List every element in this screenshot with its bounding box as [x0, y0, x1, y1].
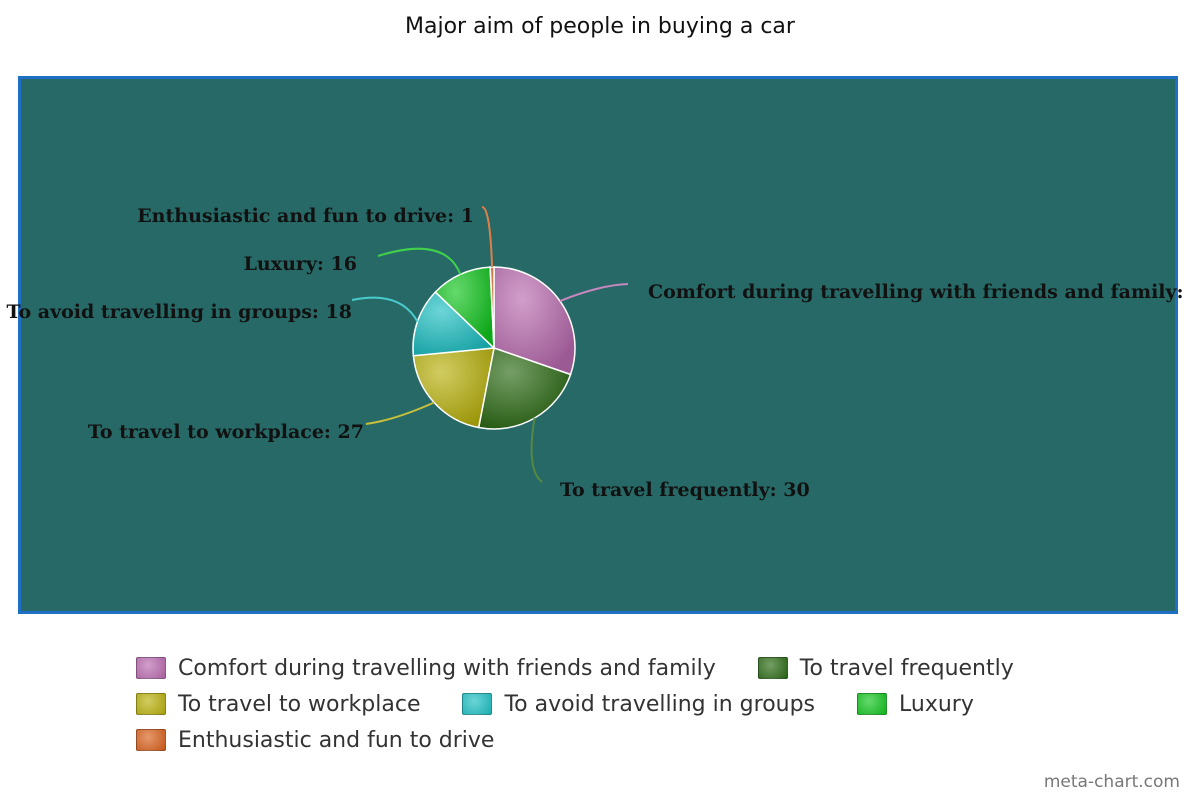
legend: Comfort during travelling with friends a…	[136, 650, 1096, 758]
legend-swatch	[136, 729, 166, 751]
legend-swatch	[757, 657, 788, 679]
legend-row: Comfort during travelling with friends a…	[136, 650, 1096, 686]
legend-swatch	[136, 693, 166, 715]
legend-label: Comfort during travelling with friends a…	[178, 655, 716, 681]
legend-item-comfort[interactable]: Comfort during travelling with friends a…	[136, 656, 716, 681]
legend-item-enthusiastic[interactable]: Enthusiastic and fun to drive	[136, 728, 494, 753]
legend-label: To travel frequently	[799, 655, 1014, 681]
legend-swatch	[857, 693, 888, 715]
legend-row: Enthusiastic and fun to drive	[136, 722, 1096, 758]
chart-title: Major aim of people in buying a car	[405, 14, 795, 39]
legend-swatch	[462, 693, 493, 715]
legend-label: Enthusiastic and fun to drive	[178, 727, 495, 753]
legend-label: To avoid travelling in groups	[504, 691, 816, 717]
legend-label: Luxury	[899, 691, 974, 717]
plot-area	[18, 76, 1178, 614]
legend-label: To travel to workplace	[178, 691, 421, 717]
legend-swatch	[136, 657, 166, 679]
legend-row: To travel to workplace To avoid travelli…	[136, 686, 1096, 722]
credit-link[interactable]: meta-chart.com	[1043, 772, 1180, 792]
legend-item-workplace[interactable]: To travel to workplace	[136, 692, 420, 717]
legend-item-avoid-groups[interactable]: To avoid travelling in groups	[462, 692, 815, 717]
legend-item-travel-frequently[interactable]: To travel frequently	[757, 655, 1014, 681]
legend-item-luxury[interactable]: Luxury	[857, 692, 974, 717]
